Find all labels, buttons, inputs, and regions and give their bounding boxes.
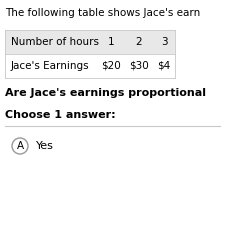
- Bar: [5, 30, 175, 54]
- Text: A: A: [16, 141, 24, 151]
- Bar: [5, 54, 175, 78]
- Text: Are Jace's earnings proportional: Are Jace's earnings proportional: [5, 88, 206, 98]
- Text: 3: 3: [161, 37, 167, 47]
- Text: $4: $4: [157, 61, 171, 71]
- Text: 1: 1: [108, 37, 114, 47]
- Text: $20: $20: [101, 61, 121, 71]
- Text: Yes: Yes: [36, 141, 54, 151]
- Text: Choose 1 answer:: Choose 1 answer:: [5, 110, 116, 120]
- Text: Number of hours: Number of hours: [11, 37, 99, 47]
- Text: Jace's Earnings: Jace's Earnings: [11, 61, 90, 71]
- Text: 2: 2: [136, 37, 142, 47]
- Text: $30: $30: [129, 61, 149, 71]
- Text: The following table shows Jace's earn: The following table shows Jace's earn: [5, 8, 200, 18]
